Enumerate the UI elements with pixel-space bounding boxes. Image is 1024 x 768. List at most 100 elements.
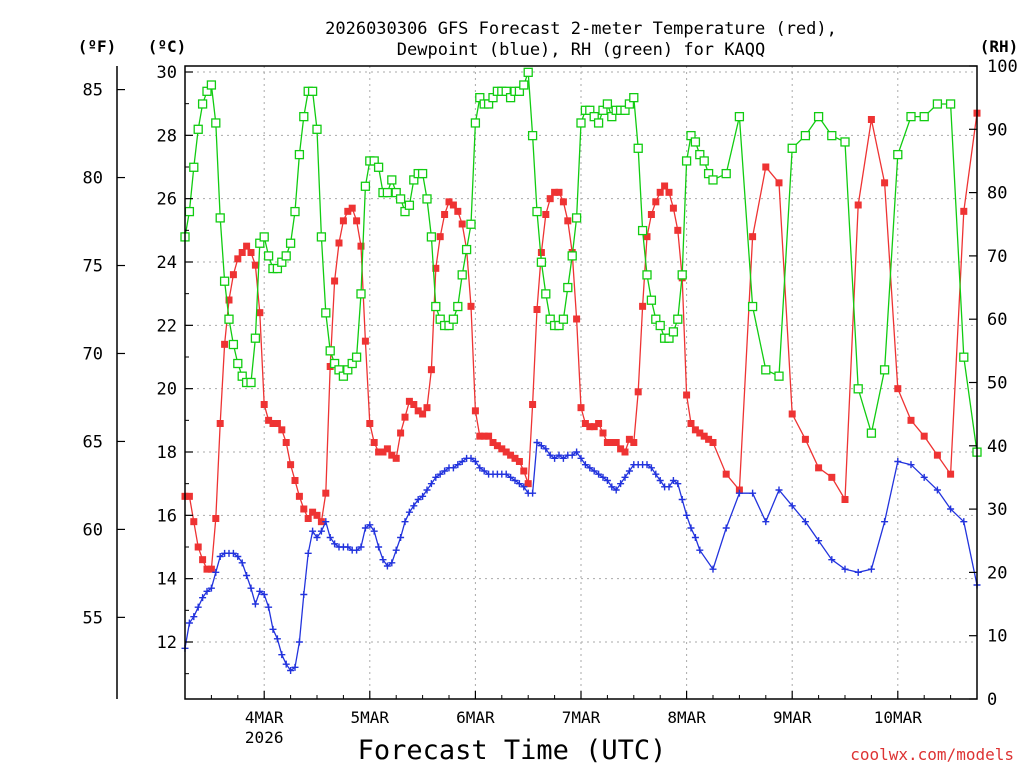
temperature-point — [207, 565, 215, 573]
temperature-point — [515, 458, 523, 465]
temperature-point — [542, 211, 550, 218]
dewpoint-point — [265, 603, 273, 611]
temperature-point — [625, 435, 633, 443]
dewpoint-point — [458, 458, 466, 465]
rh-point — [945, 99, 956, 109]
x-axis-title: Forecast Time (UTC) — [358, 735, 667, 766]
rh-point — [879, 365, 890, 375]
x-tick-label: 9MAR — [773, 708, 812, 727]
rh-tick-label: 90 — [987, 120, 1007, 140]
dewpoint-point — [243, 572, 251, 579]
temperature-point — [313, 511, 321, 519]
temperature-point — [471, 407, 479, 415]
rh-point — [312, 124, 322, 134]
temperature-point — [436, 233, 444, 241]
dewpoint-point — [947, 505, 955, 513]
dewpoint-point — [300, 591, 308, 598]
dewpoint-point — [590, 467, 598, 475]
rh-point — [629, 93, 639, 103]
rh-point — [211, 118, 221, 128]
temperature-point — [867, 116, 875, 123]
celsius-tick-label: 26 — [157, 190, 177, 210]
temperature-point — [260, 401, 268, 408]
fahrenheit-unit-label: (ºF) — [78, 37, 117, 56]
rh-unit-label: (RH) — [980, 37, 1019, 56]
temperature-point — [278, 426, 286, 434]
dewpoint-point — [687, 524, 695, 532]
celsius-tick-label: 18 — [157, 443, 177, 463]
rh-point — [325, 346, 335, 356]
temperature-point — [634, 388, 642, 396]
dewpoint-point — [379, 556, 387, 564]
dewpoint-point — [361, 524, 369, 532]
rh-point — [404, 200, 415, 210]
temperature-point — [661, 182, 669, 190]
rh-point — [263, 251, 274, 261]
rh-point — [519, 80, 529, 90]
temperature-point — [581, 420, 589, 427]
temperature-point — [449, 201, 457, 209]
dewpoint-point — [229, 549, 237, 557]
dewpoint-point — [185, 619, 193, 627]
temperature-point — [507, 451, 515, 459]
dewpoint-point — [291, 663, 299, 671]
dewpoint-point — [405, 508, 413, 516]
rh-point — [246, 377, 256, 388]
dewpoint-point — [199, 594, 207, 602]
dewpoint-point — [260, 591, 268, 598]
rh-point — [932, 99, 943, 109]
temperature-point — [194, 543, 202, 551]
temperature-point — [225, 296, 233, 304]
dewpoint-point — [432, 473, 440, 481]
dewpoint-point — [212, 568, 220, 576]
dewpoint-point — [295, 638, 303, 646]
rh-point — [281, 251, 291, 261]
rh-point — [840, 137, 850, 147]
temperature-point — [617, 445, 625, 453]
rh-point — [919, 111, 929, 122]
temperature-point — [454, 207, 462, 215]
temperature-point — [357, 242, 365, 250]
series-layer — [180, 67, 982, 674]
dewpoint-point — [383, 562, 391, 570]
dewpoint-point — [322, 518, 330, 526]
temperature-point — [282, 439, 290, 446]
dewpoint-point — [427, 480, 435, 488]
temperature-point — [656, 188, 664, 196]
rh-point — [387, 175, 397, 185]
temperature-point — [669, 204, 677, 212]
rh-tick-label: 40 — [987, 437, 1007, 457]
temperature-point — [269, 420, 277, 427]
dewpoint-point — [581, 461, 589, 469]
dewpoint-point — [577, 454, 585, 462]
dewpoint-point — [894, 458, 902, 465]
temperature-point — [287, 461, 295, 469]
temperature-point — [559, 198, 567, 206]
temperature-point — [828, 473, 836, 481]
temperature-point — [432, 264, 440, 272]
dewpoint-point — [476, 464, 484, 472]
rh-point — [250, 333, 261, 343]
temperature-point — [353, 217, 361, 225]
dewpoint-point — [441, 467, 449, 475]
dewpoint-point — [674, 480, 682, 488]
celsius-tick-label: 30 — [157, 63, 177, 83]
dewpoint-point — [722, 524, 730, 532]
temperature-point — [643, 233, 651, 241]
rh-point — [567, 251, 577, 261]
dewpoint-point — [331, 540, 339, 548]
temperature-point — [762, 163, 770, 171]
rh-point — [532, 206, 542, 217]
temperature-point — [300, 505, 308, 513]
temperature-point — [555, 188, 563, 196]
rh-point — [356, 289, 366, 299]
rh-point — [448, 314, 459, 324]
dewpoint-point — [669, 477, 677, 484]
temperature-point — [894, 385, 902, 393]
dewpoint-point — [480, 467, 488, 475]
dewpoint-point — [696, 546, 704, 554]
temperature-point — [960, 207, 968, 215]
dewpoint-point — [251, 600, 259, 608]
dewpoint-point — [423, 486, 431, 494]
rh-point — [906, 111, 916, 122]
